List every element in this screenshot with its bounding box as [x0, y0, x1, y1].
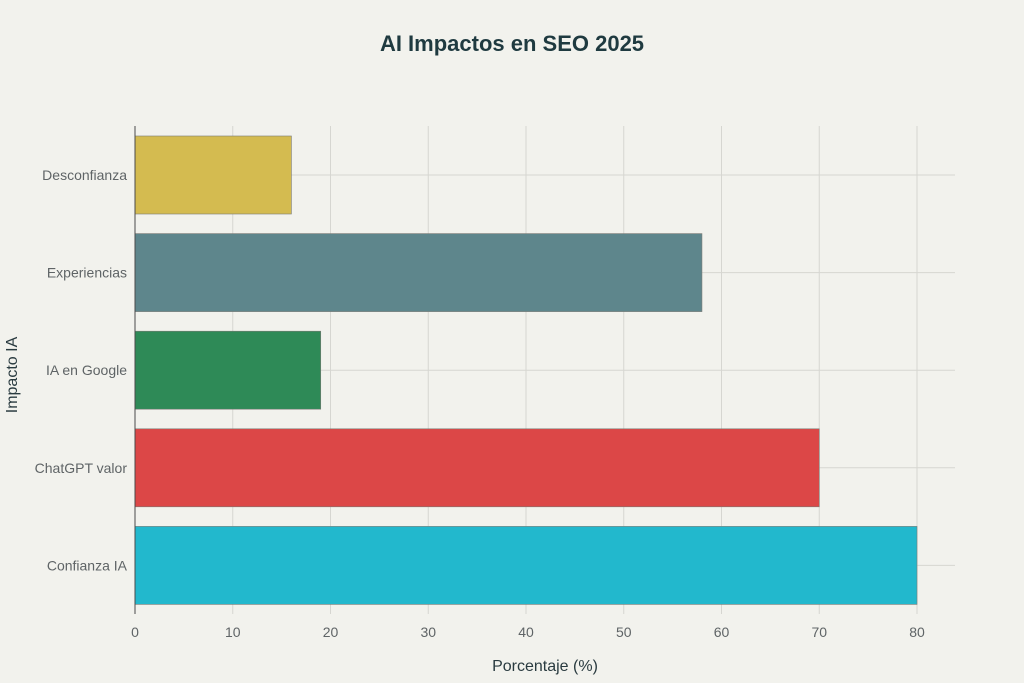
- bar: [134, 135, 292, 215]
- y-tick-label: Desconfianza: [42, 167, 127, 183]
- bar: [134, 233, 703, 312]
- bar: [134, 428, 820, 508]
- y-axis-title: Impacto IA: [4, 336, 21, 413]
- chart-title: AI Impactos en SEO 2025: [380, 31, 644, 56]
- y-tick-label: IA en Google: [46, 362, 127, 378]
- x-axis-title: Porcentaje (%): [492, 658, 598, 675]
- x-tick-label: 50: [616, 624, 632, 640]
- bar: [134, 330, 322, 410]
- x-tick-label: 60: [714, 624, 730, 640]
- x-tick-label: 10: [225, 624, 241, 640]
- bars: [134, 135, 918, 605]
- x-tick-label: 30: [420, 624, 436, 640]
- x-tick-label: 80: [909, 624, 925, 640]
- x-tick-label: 40: [518, 624, 534, 640]
- bar: [134, 526, 918, 605]
- x-tick-label: 0: [131, 624, 139, 640]
- x-tick-label: 20: [323, 624, 339, 640]
- y-tick-label: Confianza IA: [47, 557, 128, 573]
- y-tick-label: Experiencias: [47, 265, 127, 281]
- x-tick-label: 70: [811, 624, 827, 640]
- y-tick-label: ChatGPT valor: [35, 460, 128, 476]
- axes: 0 10 20 30 40 50 60 70 80 Desconfianza Experiencia…: [35, 126, 925, 640]
